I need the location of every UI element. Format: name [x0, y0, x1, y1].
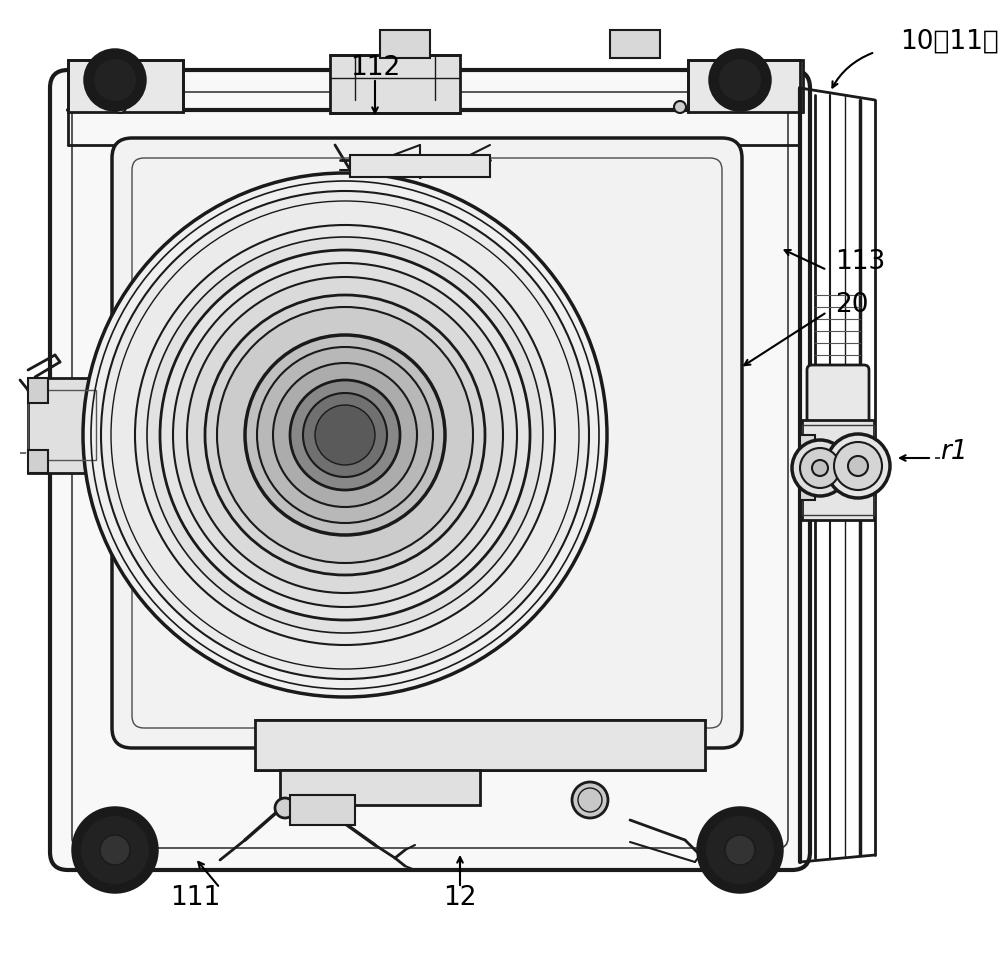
Text: 10〈11〉: 10〈11〉 [900, 29, 999, 55]
Circle shape [93, 58, 137, 102]
FancyBboxPatch shape [112, 138, 742, 748]
Bar [610, 30, 660, 58]
Circle shape [275, 798, 295, 818]
Circle shape [698, 808, 782, 892]
Circle shape [101, 191, 589, 679]
Bar [28, 390, 96, 460]
Circle shape [160, 250, 530, 620]
Text: 12: 12 [443, 885, 477, 911]
Bar [280, 770, 480, 805]
FancyBboxPatch shape [50, 70, 810, 870]
Bar [330, 55, 460, 113]
Circle shape [834, 442, 882, 490]
Circle shape [725, 835, 755, 865]
Circle shape [100, 835, 130, 865]
Bar [68, 60, 183, 112]
Circle shape [315, 405, 375, 465]
Circle shape [710, 50, 770, 110]
Circle shape [273, 363, 417, 507]
Bar [802, 420, 874, 520]
FancyBboxPatch shape [807, 365, 869, 455]
Bar [28, 378, 96, 473]
Circle shape [73, 808, 157, 892]
Circle shape [85, 50, 145, 110]
Circle shape [800, 448, 840, 488]
Bar [380, 30, 430, 58]
Circle shape [812, 460, 828, 476]
Text: 112: 112 [350, 55, 400, 81]
Bar [800, 435, 815, 500]
Circle shape [217, 307, 473, 563]
Circle shape [848, 456, 868, 476]
Bar [28, 378, 48, 403]
Circle shape [147, 237, 543, 633]
Circle shape [826, 434, 890, 498]
Circle shape [173, 263, 517, 607]
Text: 113: 113 [835, 249, 885, 275]
Circle shape [792, 440, 848, 496]
Circle shape [135, 225, 555, 645]
Circle shape [187, 277, 503, 593]
Bar [688, 60, 803, 112]
Circle shape [674, 101, 686, 113]
Circle shape [290, 380, 400, 490]
Bar [290, 795, 355, 825]
Circle shape [303, 393, 387, 477]
Circle shape [572, 782, 608, 818]
Circle shape [718, 58, 762, 102]
Text: r1: r1 [940, 439, 968, 465]
Circle shape [114, 101, 126, 113]
Bar [350, 155, 490, 177]
Text: 20: 20 [835, 292, 868, 318]
Circle shape [205, 295, 485, 575]
Circle shape [257, 347, 433, 523]
Bar [802, 425, 874, 515]
Bar [255, 720, 705, 770]
Text: 111: 111 [170, 885, 220, 911]
Circle shape [245, 335, 445, 535]
Circle shape [705, 815, 775, 885]
Circle shape [80, 815, 150, 885]
Bar [28, 450, 48, 473]
Circle shape [83, 173, 607, 697]
